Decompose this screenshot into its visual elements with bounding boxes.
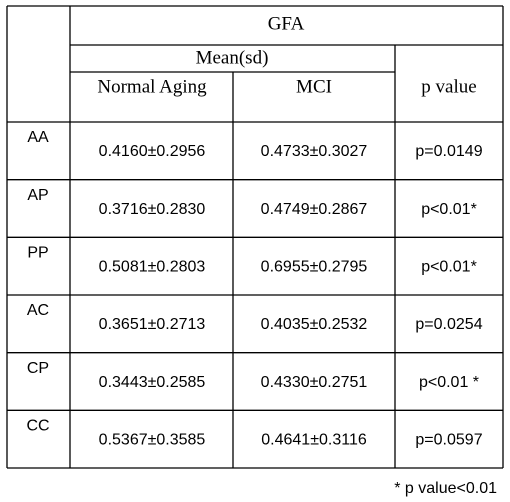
row-label: CP [27, 360, 49, 377]
cell: p<0.01 * [419, 374, 479, 391]
cell: 0.3716±0.2830 [99, 201, 206, 218]
column-header: MCI [296, 76, 332, 97]
cell: p<0.01* [421, 201, 477, 218]
cell: 0.4035±0.2532 [261, 316, 368, 333]
row-label: PP [27, 245, 48, 262]
row-label: AC [27, 302, 49, 319]
cell: 0.4641±0.3116 [261, 432, 367, 449]
cell: p=0.0254 [415, 316, 482, 333]
table-subtitle: Mean(sd) [196, 47, 269, 68]
cell: p<0.01* [421, 259, 477, 276]
column-header: Normal Aging [97, 76, 207, 97]
cell: 0.5367±0.3585 [99, 432, 206, 449]
cell: p=0.0597 [415, 432, 482, 449]
cell: 0.3651±0.2713 [99, 316, 206, 333]
cell: 0.5081±0.2803 [99, 259, 206, 276]
footnote: * p value<0.01 [394, 480, 497, 497]
cell: 0.4160±0.2956 [99, 143, 206, 160]
cell: 0.4330±0.2751 [261, 374, 368, 391]
row-label: CC [26, 418, 49, 435]
row-label: AP [27, 187, 48, 204]
row-label: AA [27, 129, 49, 146]
table-title: GFA [268, 13, 305, 34]
cell: p=0.0149 [415, 143, 482, 160]
cell: 0.6955±0.2795 [261, 259, 368, 276]
cell: 0.4749±0.2867 [261, 201, 368, 218]
cell: 0.4733±0.3027 [261, 143, 368, 160]
cell: 0.3443±0.2585 [99, 374, 206, 391]
column-header: p value [421, 76, 476, 97]
